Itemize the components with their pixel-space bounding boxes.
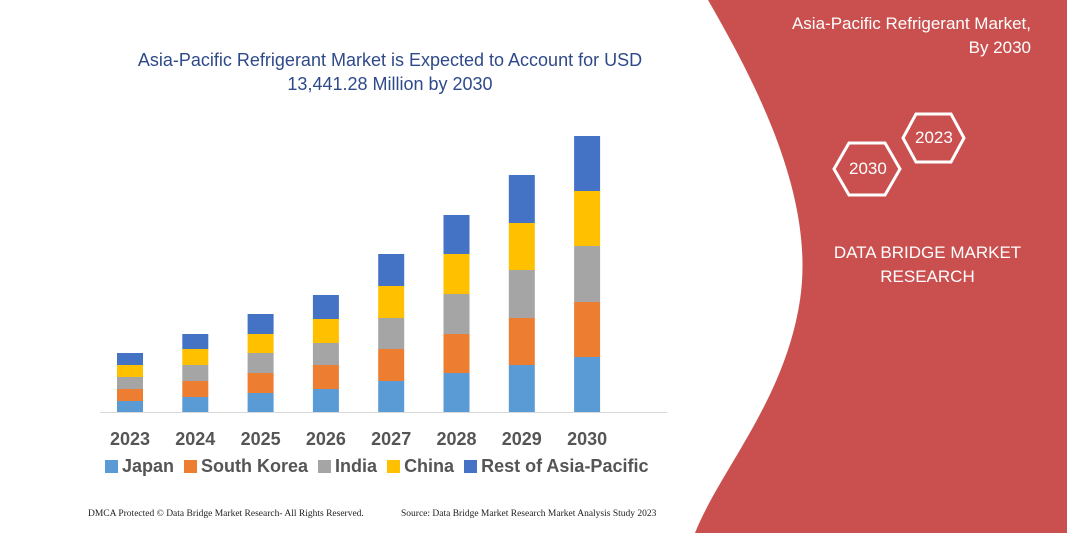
legend-label: Japan: [122, 456, 175, 476]
hex-label-2023: 2023: [915, 128, 953, 147]
x-tick-label: 2024: [175, 429, 216, 449]
bar-segment-2026-rest-of-asia-pacific: [312, 295, 339, 319]
footer-source: Source: Data Bridge Market Research Mark…: [401, 509, 657, 519]
legend: Japan South Korea India China Rest of Asia-P…: [105, 456, 648, 477]
bar-segment-2023-china: [117, 365, 143, 377]
bar-segment-2027-india: [378, 318, 405, 349]
bar-segment-2030-india: [574, 246, 601, 302]
bar-segment-2030-south-korea: [574, 302, 601, 357]
hexagon-2030: [832, 141, 902, 197]
bar-segment-2027-japan: [378, 381, 405, 412]
stacked-bar-chart: [117, 136, 601, 412]
bar-segment-2028-south-korea: [443, 334, 470, 373]
legend-item: India: [318, 456, 377, 477]
x-tick-label: 2029: [501, 429, 542, 449]
brand-text: DATA BRIDGE MARKET RESEARCH: [820, 241, 1035, 289]
legend-swatch: [318, 460, 332, 473]
legend-item: Rest of Asia-Pacific: [464, 456, 648, 477]
bar-segment-2024-japan: [182, 397, 209, 412]
bar-segment-2029-south-korea: [508, 318, 535, 365]
legend-item: Japan: [105, 456, 174, 477]
bar-segment-2024-china: [182, 349, 209, 365]
x-tick-label: 2030: [567, 429, 608, 449]
bar-segment-2027-china: [378, 286, 405, 318]
legend-item: China: [387, 456, 454, 477]
bar-segment-2028-china: [443, 254, 470, 294]
bar-segment-2025-japan: [247, 393, 274, 412]
x-tick-label: 2028: [436, 429, 477, 449]
bar-segment-2029-china: [508, 223, 535, 270]
bar-segment-2029-india: [508, 270, 535, 318]
legend-swatch: [184, 460, 198, 473]
bar-segment-2028-japan: [443, 373, 470, 412]
bar-segment-2026-china: [312, 319, 339, 343]
x-tick-label: 2026: [305, 429, 346, 449]
bar-segment-2025-china: [247, 334, 274, 353]
bar-segment-2023-south-korea: [117, 389, 143, 401]
bar-segment-2030-rest-of-asia-pacific: [574, 136, 601, 191]
legend-label: India: [335, 456, 378, 476]
bar-segment-2023-rest-of-asia-pacific: [117, 353, 143, 365]
bar-segment-2024-india: [182, 365, 209, 381]
bar-segment-2025-south-korea: [247, 373, 274, 393]
brand-line-2: RESEARCH: [880, 267, 975, 286]
legend-swatch: [105, 460, 118, 473]
bar-segment-2030-china: [574, 191, 601, 246]
x-tick-label: 2023: [109, 429, 151, 449]
legend-label: South Korea: [201, 456, 309, 476]
bar-segment-2026-india: [312, 343, 339, 365]
legend-label: China: [404, 456, 455, 476]
bar-segment-2026-japan: [312, 389, 339, 412]
bar-segment-2025-india: [247, 353, 274, 373]
bar-segment-2028-rest-of-asia-pacific: [443, 215, 470, 254]
bar-segment-2023-india: [117, 377, 143, 389]
bar-segment-2024-rest-of-asia-pacific: [182, 334, 209, 349]
brand-line-1: DATA BRIDGE MARKET: [833, 243, 1022, 262]
title-line-2: 13,441.28 Million by 2030: [287, 74, 493, 94]
x-tick-label: 2027: [371, 429, 412, 449]
hexagon-2023: [901, 112, 966, 164]
bar-segment-2028-india: [443, 294, 470, 334]
bar-segment-2027-south-korea: [378, 349, 405, 381]
side-panel-shape: [695, 0, 1067, 533]
bar-segment-2024-south-korea: [182, 381, 209, 397]
bar-segment-2029-japan: [508, 365, 535, 412]
bar-segment-2029-rest-of-asia-pacific: [508, 175, 535, 223]
footer-copyright: DMCA Protected © Data Bridge Market Rese…: [88, 509, 364, 519]
bar-segment-2027-rest-of-asia-pacific: [378, 254, 405, 286]
legend-swatch: [387, 460, 401, 473]
side-title-line-2: By 2030: [968, 38, 1031, 57]
chart-title: Asia-Pacific Refrigerant Market is Expec…: [110, 48, 670, 96]
legend-label: Rest of Asia-Pacific: [481, 456, 649, 476]
bar-segment-2025-rest-of-asia-pacific: [247, 314, 274, 334]
legend-swatch: [464, 460, 478, 473]
bar-segment-2030-japan: [574, 357, 601, 412]
side-title-line-1: Asia-Pacific Refrigerant Market,: [791, 14, 1031, 33]
legend-item: South Korea: [184, 456, 308, 477]
hex-label-2030: 2030: [849, 159, 887, 178]
title-line-1: Asia-Pacific Refrigerant Market is Expec…: [137, 50, 643, 70]
bar-segment-2026-south-korea: [312, 365, 339, 389]
side-panel-title: Asia-Pacific Refrigerant Market, By 2030: [792, 12, 1031, 60]
bar-segment-2023-japan: [117, 401, 143, 412]
x-tick-label: 2025: [240, 429, 281, 449]
